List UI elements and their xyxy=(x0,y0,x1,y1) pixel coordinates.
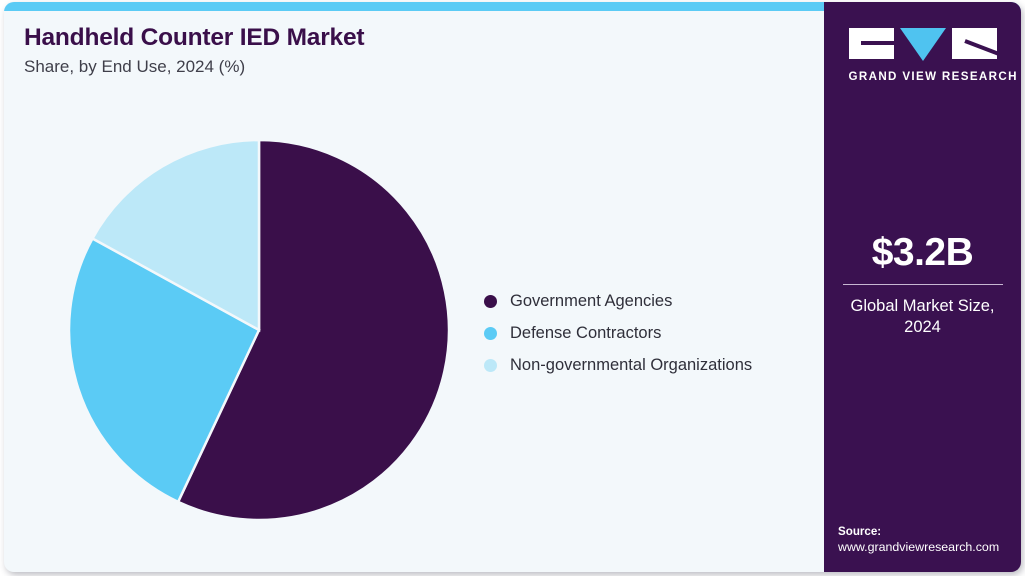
legend-swatch-icon xyxy=(484,326,497,340)
stat-divider xyxy=(842,284,1003,285)
global-market-size-stat: $3.2B Global Market Size, 2024 xyxy=(839,233,1007,338)
legend-item-label: Non-governmental Organizations xyxy=(510,355,753,374)
legend-swatch-icon xyxy=(484,294,497,308)
pie-chart xyxy=(69,140,449,520)
legend-item-non-governmental-organizations[interactable]: Non-governmental Organizations xyxy=(484,349,814,381)
legend-item-government-agencies[interactable]: Government Agencies xyxy=(484,285,814,317)
page-subtitle: Share, by End Use, 2024 (%) xyxy=(24,57,246,77)
legend-swatch-icon xyxy=(484,358,497,372)
page-title: Handheld Counter IED Market xyxy=(24,24,365,51)
stat-caption: Global Market Size, 2024 xyxy=(850,297,995,337)
pie-chart-svg xyxy=(69,140,449,520)
logo-letter-r-icon xyxy=(951,28,997,59)
pie-slice-group xyxy=(69,140,449,520)
legend-item-label: Defense Contractors xyxy=(510,323,662,342)
brand-side-panel: GRAND VIEW RESEARCH $3.2B Global Market … xyxy=(824,2,1021,572)
legend-item-label: Government Agencies xyxy=(510,291,673,310)
source-block: Source: www.grandviewresearch.com xyxy=(838,524,999,556)
infographic-card: Handheld Counter IED Market Share, by En… xyxy=(4,2,1021,572)
pie-slice[interactable] xyxy=(90,140,261,333)
logo-mark-group xyxy=(848,28,997,61)
logo-letter-g-icon xyxy=(848,28,894,59)
source-url[interactable]: www.grandviewresearch.com xyxy=(838,540,1000,555)
chart-legend: Government Agencies Defense Contractors … xyxy=(484,285,814,381)
legend-item-defense-contractors[interactable]: Defense Contractors xyxy=(484,317,814,349)
source-label: Source: xyxy=(838,524,882,538)
title-block: Handheld Counter IED Market Share, by En… xyxy=(24,24,764,78)
logo-letter-v-triangle-icon xyxy=(899,28,946,61)
grand-view-research-logo: GRAND VIEW RESEARCH xyxy=(848,28,1018,83)
pie-slice[interactable] xyxy=(176,140,449,520)
logo-wordmark: GRAND VIEW RESEARCH xyxy=(848,70,1018,83)
stat-value: $3.2B xyxy=(871,231,974,274)
top-accent-bar xyxy=(4,2,1021,11)
